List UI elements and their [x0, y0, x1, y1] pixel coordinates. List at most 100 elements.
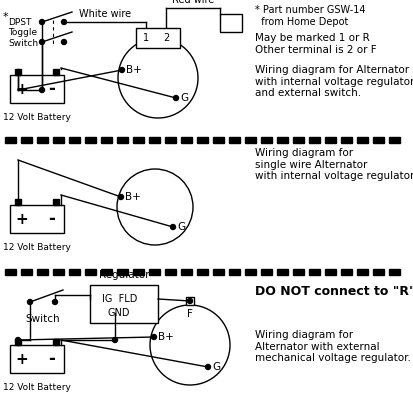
- Bar: [245, 269, 256, 275]
- Bar: [69, 137, 80, 143]
- Circle shape: [119, 195, 123, 199]
- Text: 12 Volt Battery: 12 Volt Battery: [3, 113, 71, 122]
- Text: Wiring diagram for
Alternator with external
mechanical voltage regulator.: Wiring diagram for Alternator with exter…: [255, 330, 411, 363]
- Circle shape: [206, 365, 211, 370]
- Text: +: +: [16, 81, 28, 97]
- Bar: [357, 269, 368, 275]
- Circle shape: [62, 40, 66, 45]
- Circle shape: [171, 225, 176, 230]
- Text: B+: B+: [125, 192, 141, 202]
- Bar: [21, 269, 32, 275]
- Bar: [357, 137, 368, 143]
- Text: *: *: [3, 12, 9, 22]
- Circle shape: [112, 337, 118, 342]
- Bar: [53, 199, 59, 205]
- Bar: [373, 137, 384, 143]
- Bar: [277, 137, 288, 143]
- Bar: [53, 69, 59, 75]
- Circle shape: [16, 337, 21, 342]
- Bar: [220, 14, 242, 32]
- Text: B+: B+: [126, 65, 142, 75]
- Text: White wire: White wire: [79, 9, 131, 19]
- Bar: [181, 137, 192, 143]
- Bar: [101, 137, 112, 143]
- Text: Regulator: Regulator: [99, 270, 149, 280]
- Circle shape: [52, 299, 57, 304]
- Circle shape: [173, 95, 178, 100]
- Bar: [389, 269, 400, 275]
- Bar: [293, 269, 304, 275]
- Text: GND: GND: [108, 308, 131, 318]
- Text: Wiring diagram for Alternator
with internal voltage regulator
and external switc: Wiring diagram for Alternator with inter…: [255, 65, 413, 98]
- Bar: [373, 269, 384, 275]
- Text: G: G: [212, 362, 220, 372]
- Bar: [133, 269, 144, 275]
- Bar: [5, 137, 16, 143]
- Bar: [197, 269, 208, 275]
- Bar: [101, 269, 112, 275]
- Bar: [90, 285, 158, 323]
- Text: * Part number GSW-14
  from Home Depot: * Part number GSW-14 from Home Depot: [255, 5, 366, 26]
- Bar: [117, 137, 128, 143]
- Circle shape: [188, 299, 192, 304]
- Bar: [186, 297, 194, 305]
- Bar: [325, 269, 336, 275]
- Bar: [10, 345, 64, 373]
- Bar: [10, 75, 64, 103]
- Bar: [261, 137, 272, 143]
- Bar: [53, 269, 64, 275]
- Bar: [85, 269, 96, 275]
- Circle shape: [62, 19, 66, 24]
- Text: G: G: [180, 93, 188, 103]
- Bar: [136, 28, 180, 48]
- Text: B+: B+: [158, 332, 174, 342]
- Text: G: G: [177, 222, 185, 232]
- Text: 12 Volt Battery: 12 Volt Battery: [3, 243, 71, 252]
- Text: -: -: [49, 80, 55, 98]
- Bar: [53, 137, 64, 143]
- Bar: [277, 269, 288, 275]
- Bar: [149, 137, 160, 143]
- Circle shape: [152, 335, 157, 339]
- Bar: [181, 269, 192, 275]
- Bar: [37, 137, 48, 143]
- Bar: [293, 137, 304, 143]
- Text: 12 Volt Battery: 12 Volt Battery: [3, 383, 71, 392]
- Circle shape: [40, 19, 45, 24]
- Text: F: F: [187, 309, 193, 319]
- Text: -: -: [49, 210, 55, 228]
- Bar: [213, 269, 224, 275]
- Bar: [309, 269, 320, 275]
- Bar: [5, 269, 16, 275]
- Bar: [15, 339, 21, 345]
- Text: Red wire: Red wire: [172, 0, 214, 5]
- Bar: [149, 269, 160, 275]
- Text: 2: 2: [163, 33, 169, 43]
- Bar: [133, 137, 144, 143]
- Bar: [15, 69, 21, 75]
- Bar: [213, 137, 224, 143]
- Text: IG  FLD: IG FLD: [102, 294, 138, 304]
- Bar: [15, 199, 21, 205]
- Circle shape: [40, 40, 45, 45]
- Bar: [85, 137, 96, 143]
- Circle shape: [40, 88, 45, 93]
- Bar: [10, 205, 64, 233]
- Bar: [325, 137, 336, 143]
- Bar: [261, 269, 272, 275]
- Text: May be marked 1 or R
Other terminal is 2 or F: May be marked 1 or R Other terminal is 2…: [255, 33, 377, 55]
- Bar: [341, 137, 352, 143]
- Bar: [197, 137, 208, 143]
- Text: -: -: [49, 350, 55, 368]
- Bar: [389, 137, 400, 143]
- Bar: [341, 269, 352, 275]
- Circle shape: [28, 299, 33, 304]
- Bar: [21, 137, 32, 143]
- Bar: [165, 137, 176, 143]
- Circle shape: [119, 67, 124, 73]
- Bar: [37, 269, 48, 275]
- Bar: [229, 269, 240, 275]
- Bar: [53, 339, 59, 345]
- Text: DO NOT connect to "R": DO NOT connect to "R": [255, 285, 413, 298]
- Text: Wiring diagram for
single wire Alternator
with internal voltage regulator.: Wiring diagram for single wire Alternato…: [255, 148, 413, 181]
